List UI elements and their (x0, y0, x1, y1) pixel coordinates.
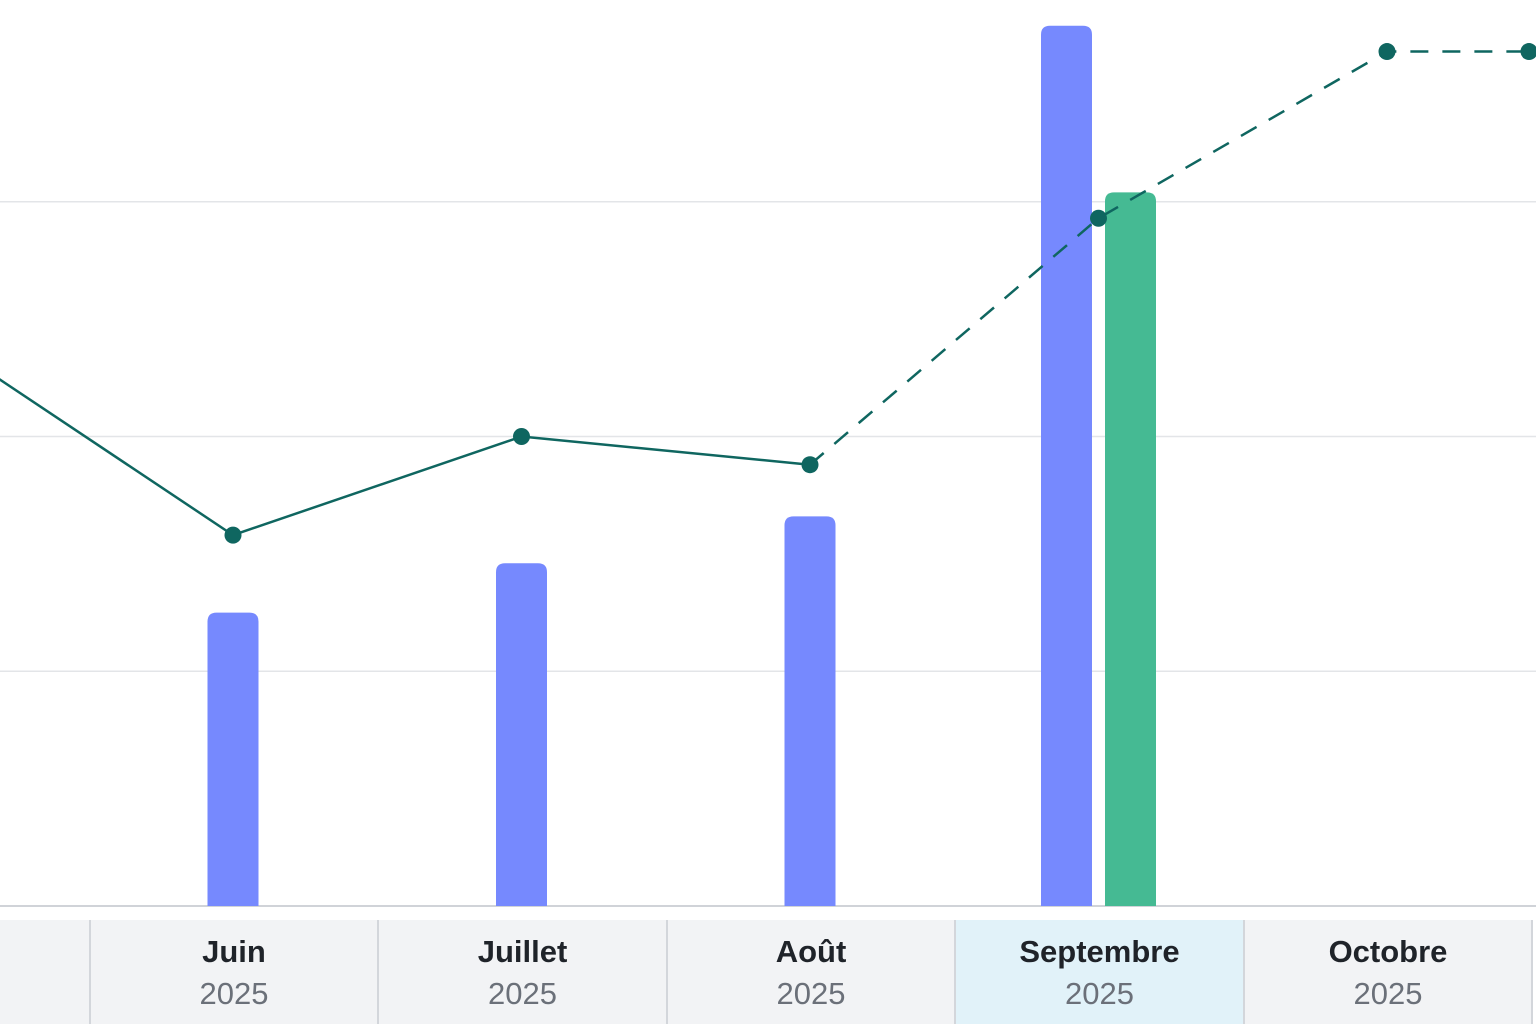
year-label: 2025 (1353, 976, 1423, 1011)
line-point (513, 428, 530, 446)
bar-primary (784, 516, 836, 906)
line-series-projected (809, 50, 1536, 466)
month-tab-septembre[interactable]: Septembre 2025 (954, 920, 1243, 1024)
line-point (1090, 209, 1107, 227)
month-tab-juillet[interactable]: Juillet 2025 (377, 920, 666, 1024)
month-tab-octobre[interactable]: Octobre 2025 (1242, 920, 1532, 1024)
month-label: Octobre (1328, 934, 1448, 969)
month-tab-aout[interactable]: Août 2025 (665, 920, 955, 1024)
year-label: 2025 (1065, 976, 1134, 1011)
year-label: 2025 (199, 976, 269, 1011)
month-tab-previous[interactable] (0, 920, 89, 1024)
bar-primary (1041, 25, 1092, 907)
bar-secondary (1105, 192, 1156, 906)
month-label: Juin (202, 934, 266, 969)
bar-primary (207, 612, 259, 906)
bar-primary (496, 563, 547, 906)
line-point (1520, 43, 1536, 61)
chart-svg (0, 25, 1536, 907)
month-label: Juillet (477, 934, 568, 969)
line-point (801, 456, 819, 474)
month-label: Août (775, 934, 847, 969)
year-label: 2025 (488, 976, 557, 1011)
line-point (224, 526, 242, 544)
month-axis: Juin 2025 Juillet 2025 Août 2025 Septemb… (0, 920, 1536, 1024)
line-point (1378, 43, 1396, 61)
line-series-actual (0, 378, 811, 537)
month-axis-divider (1531, 920, 1534, 1024)
year-label: 2025 (776, 976, 846, 1011)
month-label: Septembre (1019, 934, 1180, 969)
month-tab-juin[interactable]: Juin 2025 (88, 920, 378, 1024)
